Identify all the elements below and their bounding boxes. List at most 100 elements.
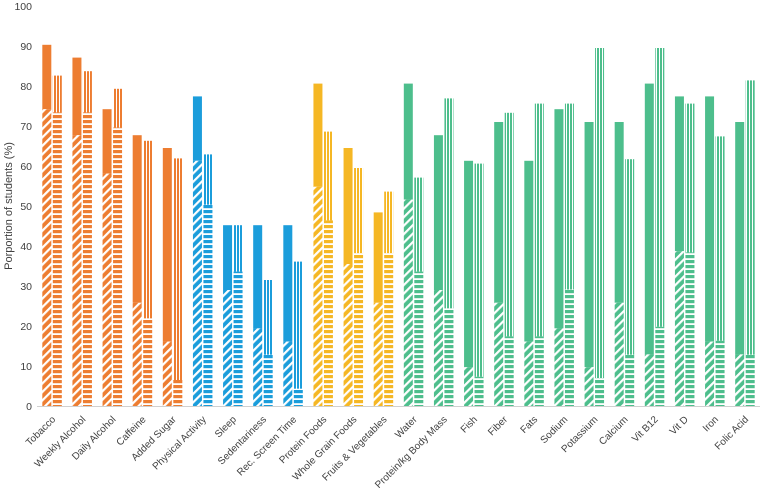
bar-1-total-segment bbox=[343, 148, 353, 264]
bar-1-striped-segment bbox=[313, 186, 323, 406]
bar-1-striped-segment bbox=[735, 354, 745, 406]
bar-2-total-segment bbox=[354, 168, 364, 254]
bar-1-striped-segment bbox=[614, 302, 624, 406]
bar-1-total-segment bbox=[72, 57, 82, 136]
x-tick-label: Iron bbox=[701, 414, 721, 434]
bar-2-total-segment bbox=[263, 280, 273, 355]
bar-2-total-segment bbox=[293, 261, 303, 389]
bar-2-striped-segment bbox=[504, 336, 514, 406]
bar-1-total-segment bbox=[313, 83, 323, 187]
bar-1-total-segment bbox=[584, 122, 594, 368]
bar-1-total-segment bbox=[253, 225, 263, 329]
bar-2-total-segment bbox=[685, 103, 695, 253]
bar-1-total-segment bbox=[735, 122, 745, 355]
bar-2-striped-segment bbox=[745, 354, 755, 406]
bar-1-striped-segment bbox=[674, 251, 684, 406]
bar-2-striped-segment bbox=[715, 340, 725, 406]
bar-1-striped-segment bbox=[554, 328, 564, 406]
bar-1-total-segment bbox=[132, 135, 142, 303]
y-tick-label: 0 bbox=[26, 401, 32, 413]
bar-2-striped-segment bbox=[354, 253, 364, 406]
bar-2-striped-segment bbox=[263, 354, 273, 406]
bar-2-total-segment bbox=[173, 158, 183, 380]
bar-1-striped-segment bbox=[192, 160, 202, 406]
bar-1-striped-segment bbox=[403, 199, 413, 406]
bar-2-striped-segment bbox=[52, 112, 62, 407]
bar-1-striped-segment bbox=[253, 328, 263, 406]
bar-2-striped-segment bbox=[474, 376, 484, 406]
bar-2-striped-segment bbox=[143, 318, 153, 406]
y-tick-label: 40 bbox=[20, 241, 32, 253]
x-tick-label: Vit B12 bbox=[630, 414, 661, 445]
bar-2-striped-segment bbox=[564, 289, 574, 406]
bar-1-total-segment bbox=[162, 148, 172, 342]
y-tick-label: 90 bbox=[20, 41, 32, 53]
bar-1-total-segment bbox=[192, 96, 202, 161]
x-tick-label: Fiber bbox=[486, 414, 510, 438]
bar-1-striped-segment bbox=[283, 341, 293, 406]
bar-1-total-segment bbox=[524, 160, 534, 342]
bar-2-striped-segment bbox=[113, 127, 123, 406]
bar-2-striped-segment bbox=[233, 271, 243, 406]
bar-1-striped-segment bbox=[524, 341, 534, 406]
x-tick-label: Vit D bbox=[668, 414, 691, 437]
bar-2-total-segment bbox=[203, 154, 213, 205]
bar-1-total-segment bbox=[554, 109, 564, 329]
bar-2-striped-segment bbox=[685, 252, 695, 406]
x-tick-label: Sleep bbox=[213, 414, 239, 440]
bar-1-striped-segment bbox=[705, 341, 715, 406]
x-tick-label: Fats bbox=[519, 414, 541, 436]
bar-1-total-segment bbox=[433, 135, 443, 290]
bar-2-striped-segment bbox=[173, 380, 183, 406]
bar-2-total-segment bbox=[474, 163, 484, 377]
bar-1-total-segment bbox=[283, 225, 293, 342]
bar-1-striped-segment bbox=[132, 302, 142, 406]
bar-2-total-segment bbox=[143, 140, 153, 319]
bar-1-total-segment bbox=[373, 212, 383, 303]
y-tick-label: 100 bbox=[14, 1, 32, 13]
bar-2-total-segment bbox=[82, 71, 92, 113]
bar-1-striped-segment bbox=[584, 367, 594, 406]
bar-1-striped-segment bbox=[343, 264, 353, 406]
bar-2-total-segment bbox=[113, 88, 123, 128]
bar-2-total-segment bbox=[323, 131, 333, 221]
bar-2-striped-segment bbox=[534, 336, 544, 406]
y-tick-label: 30 bbox=[20, 281, 32, 293]
bar-2-total-segment bbox=[625, 159, 635, 355]
x-tick-label: Water bbox=[393, 414, 420, 441]
y-tick-label: 80 bbox=[20, 81, 32, 93]
x-tick-label: Fish bbox=[459, 414, 480, 435]
y-tick-label: 10 bbox=[20, 361, 32, 373]
bar-2-striped-segment bbox=[323, 220, 333, 406]
bar-1-striped-segment bbox=[102, 173, 112, 406]
bar-1-total-segment bbox=[223, 225, 233, 290]
bar-1-striped-segment bbox=[644, 354, 654, 406]
bar-2-total-segment bbox=[595, 48, 605, 378]
y-tick-label: 50 bbox=[20, 201, 32, 213]
bar-1-total-segment bbox=[464, 160, 474, 368]
bar-2-total-segment bbox=[745, 80, 755, 355]
bar-1-striped-segment bbox=[373, 302, 383, 406]
bar-2-total-segment bbox=[564, 103, 574, 290]
bar-1-striped-segment bbox=[223, 290, 233, 406]
bar-1-striped-segment bbox=[72, 135, 82, 406]
bar-1-striped-segment bbox=[464, 367, 474, 406]
bar-2-total-segment bbox=[715, 136, 725, 341]
bar-1-striped-segment bbox=[433, 290, 443, 406]
bar-2-total-segment bbox=[384, 191, 394, 254]
x-tick-label: Calcium bbox=[597, 414, 630, 447]
bar-2-striped-segment bbox=[595, 378, 605, 406]
bar-1-total-segment bbox=[403, 83, 413, 200]
y-tick-label: 20 bbox=[20, 321, 32, 333]
bar-2-total-segment bbox=[414, 177, 424, 272]
y-tick-label: 60 bbox=[20, 161, 32, 173]
bar-2-striped-segment bbox=[384, 253, 394, 406]
bar-2-total-segment bbox=[504, 112, 514, 337]
bar-1-total-segment bbox=[705, 96, 715, 342]
bar-1-striped-segment bbox=[42, 109, 52, 406]
bar-2-striped-segment bbox=[293, 388, 303, 406]
x-tick-label: Physical Activity bbox=[151, 414, 209, 472]
bar-1-total-segment bbox=[42, 44, 52, 110]
